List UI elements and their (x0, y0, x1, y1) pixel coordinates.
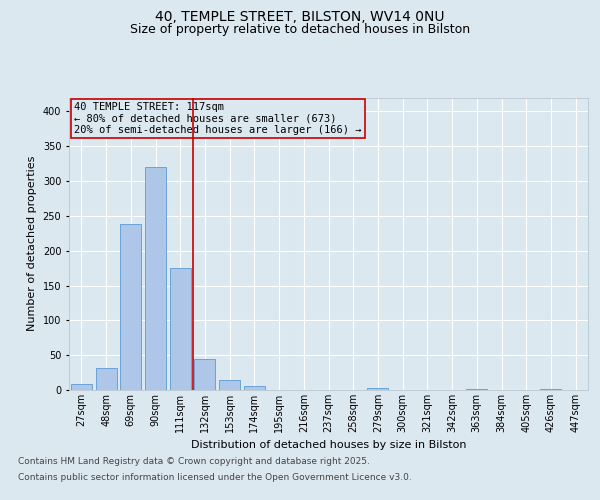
Text: Size of property relative to detached houses in Bilston: Size of property relative to detached ho… (130, 22, 470, 36)
Text: Contains HM Land Registry data © Crown copyright and database right 2025.: Contains HM Land Registry data © Crown c… (18, 458, 370, 466)
Bar (194, 358, 215, 390)
Bar (244, 386, 265, 390)
Text: 40 TEMPLE STREET: 117sqm
← 80% of detached houses are smaller (673)
20% of semi-: 40 TEMPLE STREET: 117sqm ← 80% of detach… (74, 102, 362, 135)
X-axis label: Distribution of detached houses by size in Bilston: Distribution of detached houses by size … (191, 440, 466, 450)
Y-axis label: Number of detached properties: Number of detached properties (27, 156, 37, 332)
Bar (71, 384, 92, 390)
Bar (145, 167, 166, 390)
Bar (170, 268, 191, 390)
Bar (95, 368, 116, 390)
Text: 40, TEMPLE STREET, BILSTON, WV14 0NU: 40, TEMPLE STREET, BILSTON, WV14 0NU (155, 10, 445, 24)
Bar (219, 380, 240, 390)
Text: Contains public sector information licensed under the Open Government Licence v3: Contains public sector information licen… (18, 472, 412, 482)
Bar (367, 388, 388, 390)
Bar (120, 224, 141, 390)
